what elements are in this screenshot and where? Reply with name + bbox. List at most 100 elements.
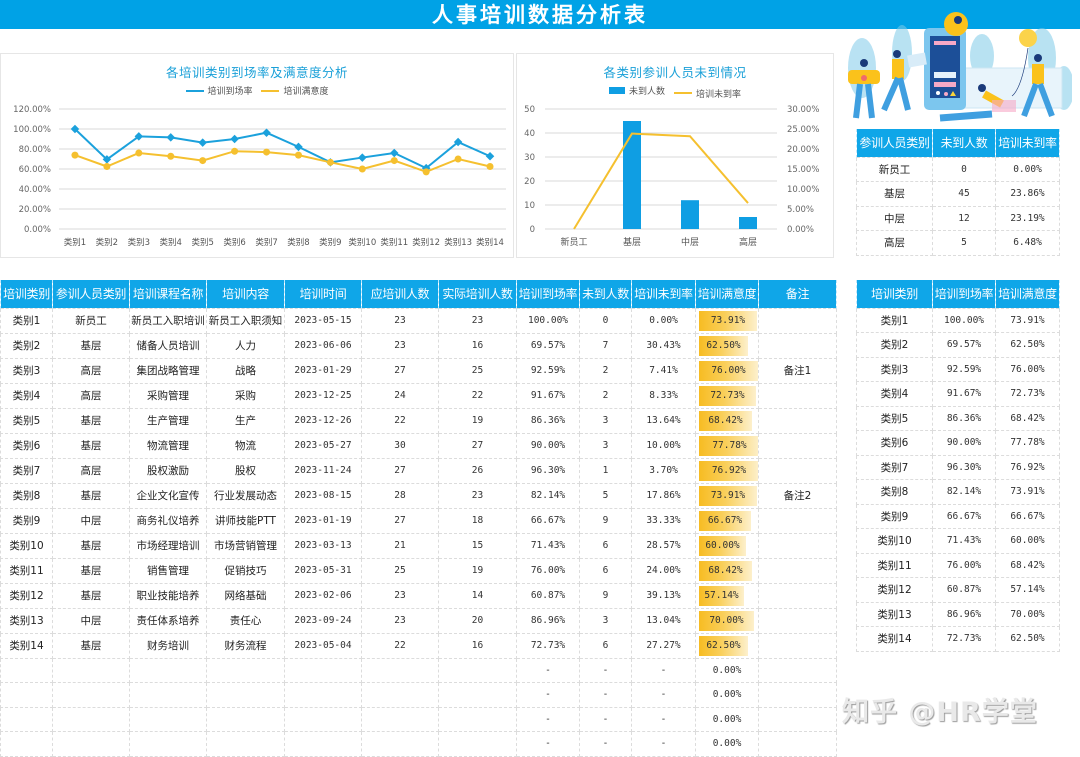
table-cell[interactable]: 类别13 xyxy=(856,601,933,627)
table-cell[interactable]: 类别4 xyxy=(0,382,53,409)
table-cell[interactable]: 60.87% xyxy=(932,577,996,603)
table-cell[interactable]: 23 xyxy=(361,582,439,609)
table-cell[interactable] xyxy=(438,706,517,732)
table-cell[interactable] xyxy=(438,682,517,708)
table-cell[interactable]: 0.00% xyxy=(695,731,759,757)
table-cell[interactable]: 市场经理培训 xyxy=(129,532,207,559)
circle-marker-icon[interactable] xyxy=(263,148,271,156)
table-cell[interactable]: 70.00% xyxy=(995,601,1060,627)
table-cell[interactable]: 0.00% xyxy=(695,657,759,683)
table-cell[interactable]: 69.57% xyxy=(932,332,996,358)
table-cell[interactable] xyxy=(52,657,130,683)
table-cell[interactable]: 76.00% xyxy=(695,357,759,384)
table-cell[interactable]: 60.00% xyxy=(695,532,759,559)
table-cell[interactable] xyxy=(758,332,837,359)
circle-marker-icon[interactable] xyxy=(294,151,302,159)
table-cell[interactable] xyxy=(758,731,837,757)
table-cell[interactable]: 72.73% xyxy=(695,382,759,409)
table-cell[interactable]: 类别10 xyxy=(856,528,933,554)
table-cell[interactable] xyxy=(361,657,439,683)
diamond-marker-icon[interactable] xyxy=(70,124,80,134)
diamond-marker-icon[interactable] xyxy=(453,137,463,147)
table-cell[interactable]: 86.96% xyxy=(516,607,580,634)
bar[interactable] xyxy=(681,200,699,229)
table-cell[interactable]: 财务培训 xyxy=(129,632,207,659)
table-cell[interactable]: - xyxy=(516,731,580,757)
table-cell[interactable] xyxy=(284,657,362,683)
summary-header-category[interactable]: 参训人员类别 xyxy=(856,129,933,157)
table-cell[interactable]: 96.30% xyxy=(516,457,580,484)
table-cell[interactable]: 集团战略管理 xyxy=(129,357,207,384)
column-header[interactable]: 培训类别 xyxy=(0,280,53,308)
table-cell[interactable] xyxy=(284,682,362,708)
table-cell[interactable]: 类别10 xyxy=(0,532,53,559)
table-cell[interactable]: 类别1 xyxy=(856,307,933,333)
table-cell[interactable]: - xyxy=(631,657,696,683)
table-cell[interactable]: 类别3 xyxy=(856,356,933,382)
table-cell[interactable]: 24.00% xyxy=(631,557,696,584)
table-cell[interactable] xyxy=(206,706,285,732)
table-cell[interactable] xyxy=(129,657,207,683)
column-header[interactable]: 培训内容 xyxy=(206,280,285,308)
circle-marker-icon[interactable] xyxy=(358,165,366,173)
table-cell[interactable] xyxy=(206,657,285,683)
table-cell[interactable]: 物流管理 xyxy=(129,432,207,459)
diamond-marker-icon[interactable] xyxy=(390,148,399,158)
table-cell[interactable]: 0.00% xyxy=(695,706,759,732)
table-cell[interactable]: 类别9 xyxy=(0,507,53,534)
circle-marker-icon[interactable] xyxy=(71,151,79,159)
table-cell[interactable]: 27 xyxy=(361,457,439,484)
table-cell[interactable]: 责任心 xyxy=(206,607,285,634)
table-cell[interactable]: 68.42% xyxy=(695,407,759,434)
table-cell[interactable]: 23 xyxy=(361,607,439,634)
circle-marker-icon[interactable] xyxy=(103,163,111,170)
table-cell[interactable]: 基层 xyxy=(52,632,130,659)
table-cell[interactable]: 66.67% xyxy=(516,507,580,534)
table-cell[interactable]: 68.42% xyxy=(995,405,1060,431)
table-cell[interactable]: 28 xyxy=(361,482,439,509)
table-cell[interactable] xyxy=(758,632,837,659)
table-cell[interactable]: - xyxy=(579,657,632,683)
circle-marker-icon[interactable] xyxy=(454,155,462,163)
table-cell[interactable]: 72.73% xyxy=(516,632,580,659)
table-cell[interactable]: 45 xyxy=(932,181,996,207)
column-header[interactable]: 培训时间 xyxy=(284,280,362,308)
table-cell[interactable]: 2023-05-27 xyxy=(284,432,362,459)
summary-header-absent-rate[interactable]: 培训未到率 xyxy=(995,129,1060,157)
table-cell[interactable] xyxy=(758,507,837,534)
table-cell[interactable]: 3 xyxy=(579,432,632,459)
table-cell[interactable]: 100.00% xyxy=(516,307,580,334)
table-cell[interactable]: 新员工入职须知 xyxy=(206,307,285,334)
table-cell[interactable]: 中层 xyxy=(52,507,130,534)
table-cell[interactable]: - xyxy=(579,682,632,708)
table-cell[interactable]: 72.73% xyxy=(932,626,996,652)
circle-marker-icon[interactable] xyxy=(422,168,430,176)
table-cell[interactable]: 备注1 xyxy=(758,357,837,384)
table-cell[interactable]: 71.43% xyxy=(516,532,580,559)
side-header-satisfaction[interactable]: 培训满意度 xyxy=(995,280,1060,308)
table-cell[interactable]: 19 xyxy=(438,407,517,434)
table-cell[interactable]: 企业文化宣传 xyxy=(129,482,207,509)
table-cell[interactable]: 0.00% xyxy=(695,682,759,708)
table-cell[interactable]: 100.00% xyxy=(932,307,996,333)
table-cell[interactable]: 27 xyxy=(361,507,439,534)
table-cell[interactable]: 91.67% xyxy=(932,381,996,407)
table-cell[interactable]: 76.92% xyxy=(695,457,759,484)
column-header[interactable]: 培训到场率 xyxy=(516,280,580,308)
table-cell[interactable]: 0.00% xyxy=(631,307,696,334)
side-header-category[interactable]: 培训类别 xyxy=(856,280,933,308)
table-cell[interactable]: 20 xyxy=(438,607,517,634)
table-cell[interactable] xyxy=(206,682,285,708)
bar[interactable] xyxy=(739,217,757,229)
table-cell[interactable] xyxy=(758,432,837,459)
table-cell[interactable]: 2023-09-24 xyxy=(284,607,362,634)
table-cell[interactable] xyxy=(758,307,837,334)
table-cell[interactable]: 86.96% xyxy=(932,601,996,627)
table-cell[interactable]: 商务礼仪培养 xyxy=(129,507,207,534)
table-cell[interactable]: 基层 xyxy=(52,557,130,584)
table-cell[interactable]: 5 xyxy=(932,230,996,256)
table-cell[interactable]: 生产管理 xyxy=(129,407,207,434)
table-cell[interactable]: 3 xyxy=(579,607,632,634)
table-cell[interactable] xyxy=(758,682,837,708)
table-cell[interactable]: 23 xyxy=(438,482,517,509)
